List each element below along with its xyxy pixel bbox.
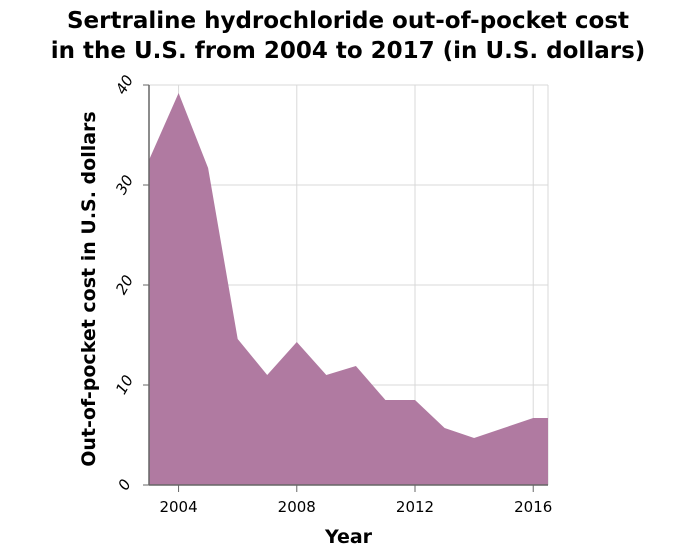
y-axis-label: Out-of-pocket cost in U.S. dollars (78, 111, 100, 466)
y-tick-label: 20 (112, 272, 137, 298)
chart-title: Sertraline hydrochloride out-of-pocket c… (0, 6, 696, 66)
area-series (149, 93, 548, 485)
y-tick-label: 10 (112, 372, 137, 398)
x-tick-label: 2012 (396, 498, 434, 516)
y-tick-label: 30 (112, 172, 137, 198)
chart-title-line-1: Sertraline hydrochloride out-of-pocket c… (66, 8, 630, 34)
x-tick-label: 2016 (514, 498, 552, 516)
y-tick-label: 40 (112, 72, 137, 98)
x-axis-label: Year (324, 526, 373, 548)
x-tick-label: 2004 (159, 498, 197, 516)
y-axis-ticks: 0 10 20 30 40 (112, 72, 149, 493)
x-tick-label: 2008 (278, 498, 316, 516)
x-axis-ticks: 2004 2008 2012 2016 (159, 485, 552, 516)
y-tick-label: 0 (114, 476, 134, 493)
chart-title-line-2: in the U.S. from 2004 to 2017 (in U.S. d… (50, 38, 646, 64)
